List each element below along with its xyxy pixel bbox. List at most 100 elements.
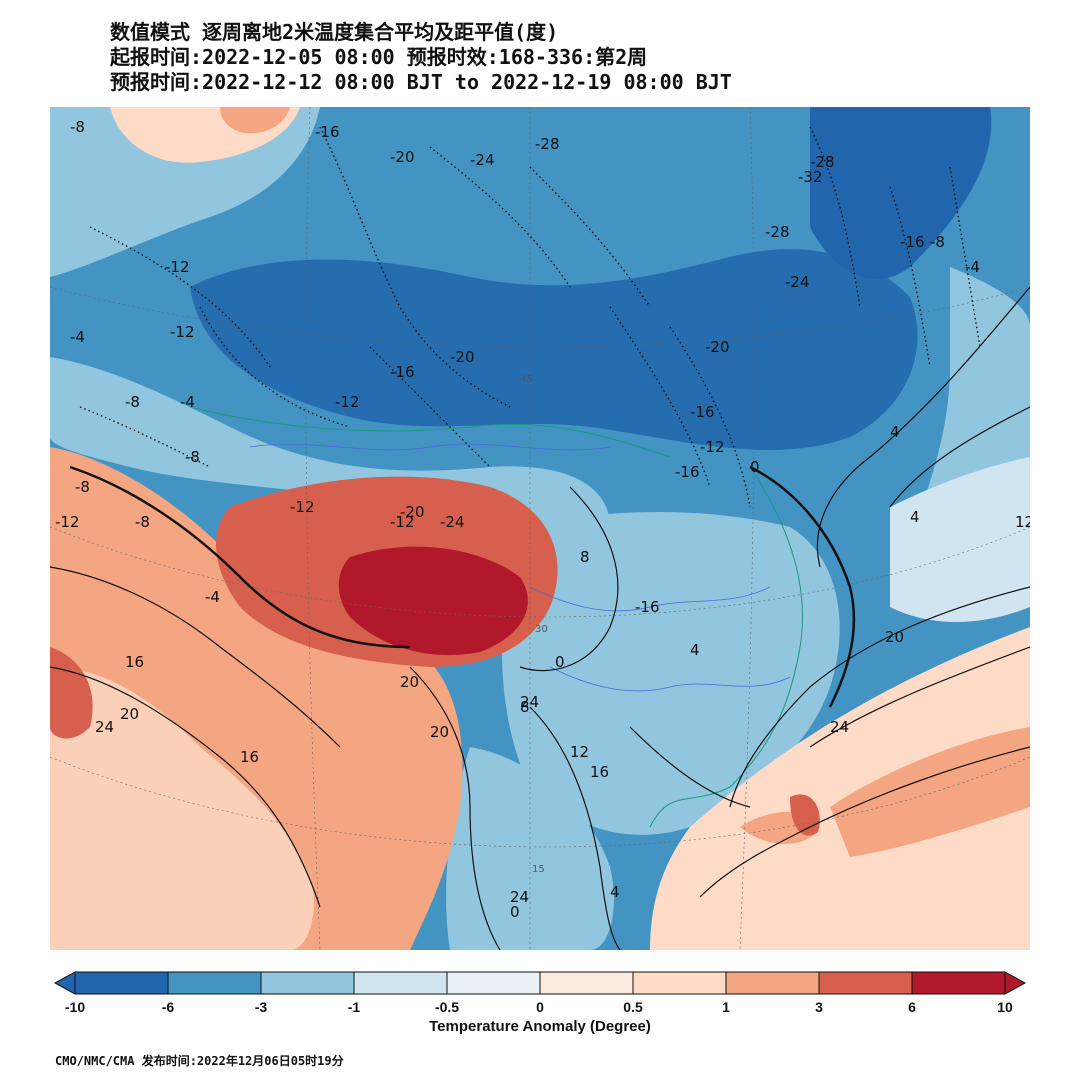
colorbar-tick-label: -3: [255, 999, 268, 1015]
hot-patch-india-west: [50, 647, 93, 739]
colorbar-arrow-left: [53, 971, 76, 995]
contour-lines: [50, 286, 1030, 950]
contour-label: -20: [450, 348, 475, 366]
contour-label: -8: [75, 478, 90, 496]
contour-label: -8: [125, 393, 140, 411]
contour-label: 20: [430, 723, 449, 741]
contour-label: 20: [120, 705, 139, 723]
contour-label: -16: [390, 363, 415, 381]
contour-label: 24: [95, 718, 114, 736]
colorbar-arrow-right: [1004, 971, 1027, 995]
contour-label: -8: [930, 233, 945, 251]
footer-text: CMO/NMC/CMA 发布时间:2022年12月06日05时19分: [55, 1054, 344, 1068]
colorbar-segment: [818, 971, 913, 995]
title-line-3: 预报时间:2022-12-12 08:00 BJT to 2022-12-19 …: [110, 70, 732, 94]
warm-patch-northwest: [220, 107, 290, 134]
contour-label: -8: [135, 513, 150, 531]
contour-label: -24: [470, 151, 495, 169]
colorbar-tick-label: 6: [908, 999, 916, 1015]
contour-label: 16: [125, 653, 144, 671]
colorbar-segment: [167, 971, 262, 995]
contour-label: -4: [965, 258, 980, 276]
colorbar-segment: [260, 971, 355, 995]
contour-label: -16: [690, 403, 715, 421]
colorbar-tick-label: 3: [815, 999, 823, 1015]
lat-label-45: 45: [520, 374, 533, 385]
temperature-anomaly-map: -8 -16-20 -24-28-28-32-12-28-24-16 -8-4-12-…: [50, 107, 1030, 950]
contour-label: -20: [390, 148, 415, 166]
contour-label: -32: [798, 168, 823, 186]
colorbar-label: Temperature Anomaly (Degree): [429, 1018, 651, 1035]
contour-label: 20: [885, 628, 904, 646]
contour-label: 16: [240, 748, 259, 766]
colorbar-tick-label: 0.5: [623, 999, 643, 1015]
contour-label: 4: [690, 641, 700, 659]
contour-label: 16: [590, 763, 609, 781]
lat-label-15: 15: [532, 864, 545, 875]
contour-labels-layer: -8 -16-20 -24-28-28-32-12-28-24-16 -8-4-12-…: [55, 118, 1030, 921]
title-block: 数值模式 逐周离地2米温度集合平均及距平值(度) 起报时间:2022-12-05…: [110, 20, 732, 95]
title-line-2: 起报时间:2022-12-05 08:00 预报时效:168-336:第2周: [110, 45, 648, 69]
dotted-contours: [79, 126, 981, 508]
coastlines: [189, 406, 803, 828]
colorbar-tick-label: -6: [162, 999, 175, 1015]
contour-label: 8: [580, 548, 590, 566]
colorbar-segment: [353, 971, 448, 995]
contour-label: 4: [890, 423, 900, 441]
contour-label: 4: [910, 508, 920, 526]
title-line-1: 数值模式 逐周离地2米温度集合平均及距平值(度): [110, 20, 559, 44]
contour-label: -12: [55, 513, 80, 531]
light-warm-ocean-southeast: [650, 627, 1030, 950]
contour-label: -4: [180, 393, 195, 411]
contour-label: -16: [635, 598, 660, 616]
colorbar-tick-label: -10: [65, 999, 85, 1015]
colorbar-segment: [632, 971, 727, 995]
graticule: [50, 107, 1030, 950]
warm-band-ocean: [830, 727, 1030, 857]
contour-label: -16: [900, 233, 925, 251]
colorbar-segment: [911, 971, 1006, 995]
colorbar-segment: [446, 971, 541, 995]
contour-label: -12: [165, 258, 190, 276]
contour-label: -24: [440, 513, 465, 531]
contour-label: -12: [335, 393, 360, 411]
colorbar-segment: [725, 971, 820, 995]
deep-cold-region-northeast: [810, 107, 992, 280]
contour-label: 24: [830, 718, 849, 736]
colorbar: -10 -6 -3 -1 -0.5 0 0.5 1 3 6 10: [53, 971, 1027, 1015]
contour-label: -8: [185, 448, 200, 466]
contour-label: -28: [810, 153, 835, 171]
contour-label: -16: [675, 463, 700, 481]
light-warm-region-india: [50, 667, 314, 950]
contour-label: 24: [520, 693, 539, 711]
contour-label: -4: [205, 588, 220, 606]
contour-label: -20: [705, 338, 730, 356]
contour-label: 20: [400, 673, 419, 691]
contour-label: -12: [290, 498, 315, 516]
contour-label: 0: [555, 653, 565, 671]
contour-label: 12: [1015, 513, 1030, 531]
contour-label: -12: [390, 513, 415, 531]
contour-label: 8: [520, 698, 530, 716]
contour-label: 0: [750, 458, 760, 476]
contour-label: -16: [315, 123, 340, 141]
contour-label: -8: [70, 118, 85, 136]
light-cool-korea-region: [890, 457, 1030, 622]
colorbar-tick-label: 1: [722, 999, 730, 1015]
contour-label: 4: [610, 883, 620, 901]
colorbar-segments: [53, 971, 1027, 995]
colorbar-tick-label: -0.5: [435, 999, 459, 1015]
contour-label: -12: [170, 323, 195, 341]
contour-label: -4: [70, 328, 85, 346]
colorbar-tick-label: 10: [997, 999, 1013, 1015]
contour-label: -28: [535, 135, 560, 153]
contour-label: -28: [765, 223, 790, 241]
contour-label: 24: [510, 888, 529, 906]
strong-hot-core-tibet: [338, 546, 528, 656]
lat-label-30: 30: [535, 624, 548, 635]
rivers: [249, 443, 791, 692]
deep-cold-region-north: [190, 249, 918, 450]
contour-label: -20: [400, 503, 425, 521]
contour-label: 12: [570, 743, 589, 761]
colorbar-segment: [539, 971, 634, 995]
